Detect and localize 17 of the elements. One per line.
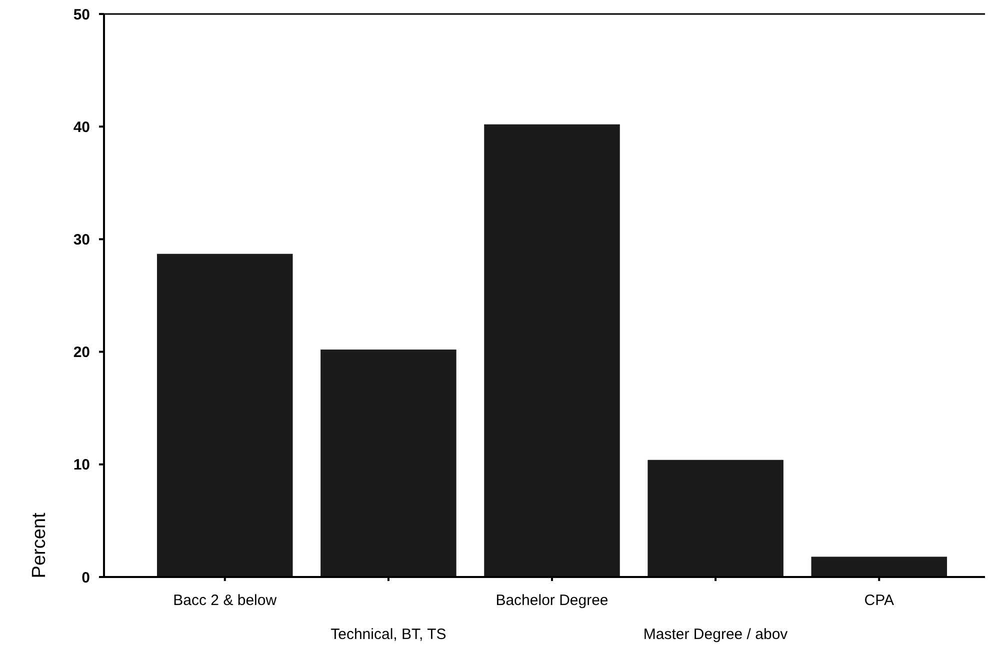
x-tick-label: CPA xyxy=(864,592,894,609)
x-tick-label: Master Degree / abov xyxy=(643,626,788,643)
y-tick-label: 40 xyxy=(73,118,90,136)
y-tick-label: 30 xyxy=(73,231,90,248)
bar xyxy=(320,350,456,577)
bar xyxy=(648,460,784,577)
bar xyxy=(484,124,620,577)
y-tick-label: 10 xyxy=(73,456,90,474)
bar xyxy=(811,556,947,577)
x-tick-label: Technical, BT, TS xyxy=(330,626,446,643)
bar xyxy=(157,254,293,577)
x-tick-label: Bachelor Degree xyxy=(496,592,608,609)
y-tick-label: 0 xyxy=(82,569,90,586)
y-tick-label: 50 xyxy=(73,6,90,24)
y-axis-title: Percent xyxy=(29,512,50,578)
y-tick-label: 20 xyxy=(73,344,90,362)
x-tick-label: Bacc 2 & below xyxy=(173,592,277,609)
